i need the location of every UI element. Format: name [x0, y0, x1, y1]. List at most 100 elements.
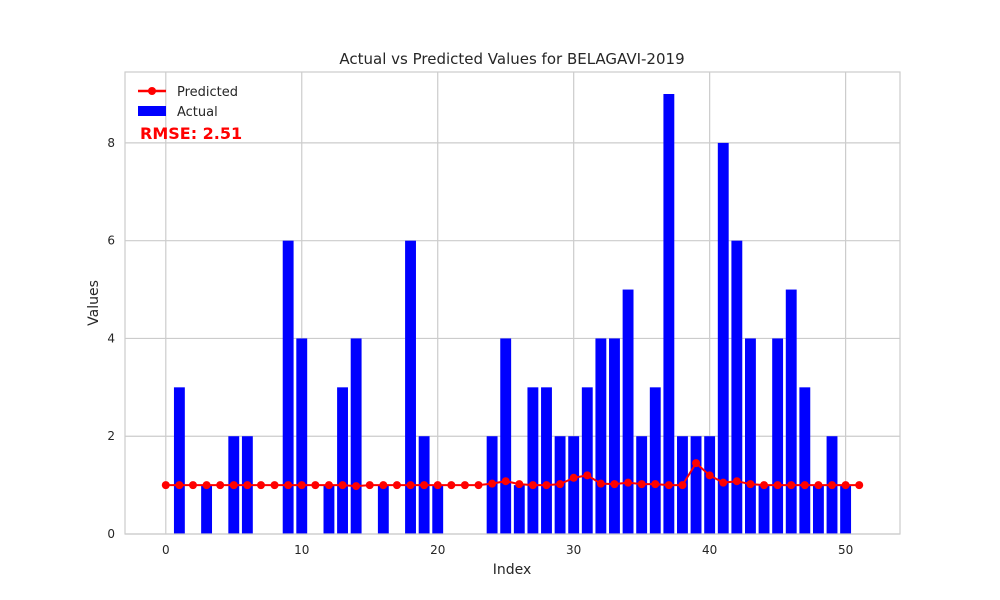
plot-frame — [124, 71, 901, 535]
predicted-point — [719, 478, 728, 487]
predicted-point — [583, 471, 592, 480]
predicted-point — [392, 481, 401, 490]
predicted-point — [447, 481, 456, 490]
predicted-series-line — [165, 461, 860, 488]
predicted-point — [760, 481, 769, 490]
predicted-point — [746, 480, 755, 489]
y-tick-label: 4 — [107, 331, 115, 345]
bar — [568, 436, 580, 534]
predicted-point — [338, 481, 347, 490]
predicted-point — [175, 481, 184, 490]
legend: Predicted Actual — [138, 85, 238, 120]
bar — [323, 485, 335, 534]
predicted-point — [678, 481, 687, 490]
chart-title: Actual vs Predicted Values for BELAGAVI-… — [339, 50, 684, 68]
actual-bars — [173, 94, 852, 534]
bar — [173, 387, 185, 534]
predicted-point — [787, 481, 796, 490]
bar — [296, 338, 308, 534]
bar — [717, 142, 729, 534]
bar — [704, 436, 716, 534]
predicted-point — [161, 481, 170, 490]
bar — [745, 338, 756, 534]
predicted-point — [501, 477, 510, 486]
legend-predicted-marker — [148, 87, 156, 95]
predicted-point — [256, 481, 265, 490]
legend-predicted-label: Predicted — [177, 85, 238, 100]
bar — [609, 338, 620, 534]
bar — [785, 289, 797, 534]
predicted-point — [406, 481, 415, 490]
bar — [581, 387, 593, 534]
predicted-point — [216, 481, 225, 490]
bar — [500, 338, 512, 534]
rmse-annotation: RMSE: 2.51 — [140, 124, 242, 143]
predicted-point — [352, 482, 361, 491]
bar — [690, 436, 702, 534]
x-tick-label: 20 — [430, 543, 445, 557]
predicted-point — [841, 481, 850, 490]
predicted-point — [515, 480, 524, 489]
bar — [282, 240, 294, 534]
predicted-point — [692, 459, 701, 468]
bar — [513, 485, 525, 534]
predicted-point — [855, 481, 864, 490]
bar — [731, 240, 743, 534]
bar — [840, 485, 852, 534]
predicted-point — [243, 481, 252, 490]
predicted-point — [814, 481, 823, 490]
predicted-point — [624, 478, 633, 487]
predicted-point — [556, 480, 565, 489]
predicted-point — [229, 481, 238, 490]
bar — [201, 485, 213, 534]
predicted-point — [284, 481, 293, 490]
predicted-point — [379, 481, 388, 490]
bar — [541, 387, 552, 534]
predicted-point — [610, 480, 619, 489]
y-tick-label: 8 — [107, 136, 115, 150]
predicted-point — [311, 481, 320, 490]
predicted-point — [270, 481, 279, 490]
bar — [649, 387, 661, 534]
x-tick-label: 0 — [162, 543, 170, 557]
predicted-point — [365, 481, 374, 490]
bar — [337, 387, 348, 534]
x-axis-label: Index — [493, 562, 532, 578]
predicted-point — [474, 481, 483, 490]
bar — [812, 485, 824, 534]
predicted-point — [664, 481, 673, 490]
x-tick-label: 40 — [702, 543, 717, 557]
predicted-point — [637, 480, 646, 489]
predicted-point — [651, 480, 660, 489]
bar — [350, 338, 362, 534]
predicted-point — [488, 479, 497, 488]
predicted-point — [297, 481, 306, 490]
x-tick-label: 10 — [294, 543, 309, 557]
predicted-point — [528, 481, 537, 490]
bar — [527, 387, 539, 534]
predicted-point — [433, 481, 442, 490]
predicted-point — [800, 481, 809, 490]
x-tick-label: 30 — [566, 543, 581, 557]
y-tick-label: 6 — [107, 234, 115, 248]
predicted-point — [324, 481, 333, 490]
bar — [377, 485, 389, 534]
predicted-point — [596, 479, 605, 488]
y-axis-ticks: 0 2 4 6 8 — [107, 136, 115, 541]
bar — [772, 338, 784, 534]
y-axis-label: Values — [86, 280, 102, 326]
y-tick-label: 2 — [107, 429, 115, 443]
predicted-point — [420, 481, 429, 490]
predicted-point — [460, 481, 469, 490]
bar — [799, 387, 811, 534]
bar — [663, 94, 675, 534]
x-axis-ticks: 0 10 20 30 40 50 — [162, 543, 853, 557]
predicted-point — [569, 473, 578, 482]
legend-actual-swatch — [138, 106, 166, 116]
bar — [405, 240, 416, 534]
predicted-point — [828, 481, 837, 490]
predicted-point — [773, 481, 782, 490]
predicted-point — [542, 481, 551, 490]
legend-actual-label: Actual — [177, 105, 218, 120]
